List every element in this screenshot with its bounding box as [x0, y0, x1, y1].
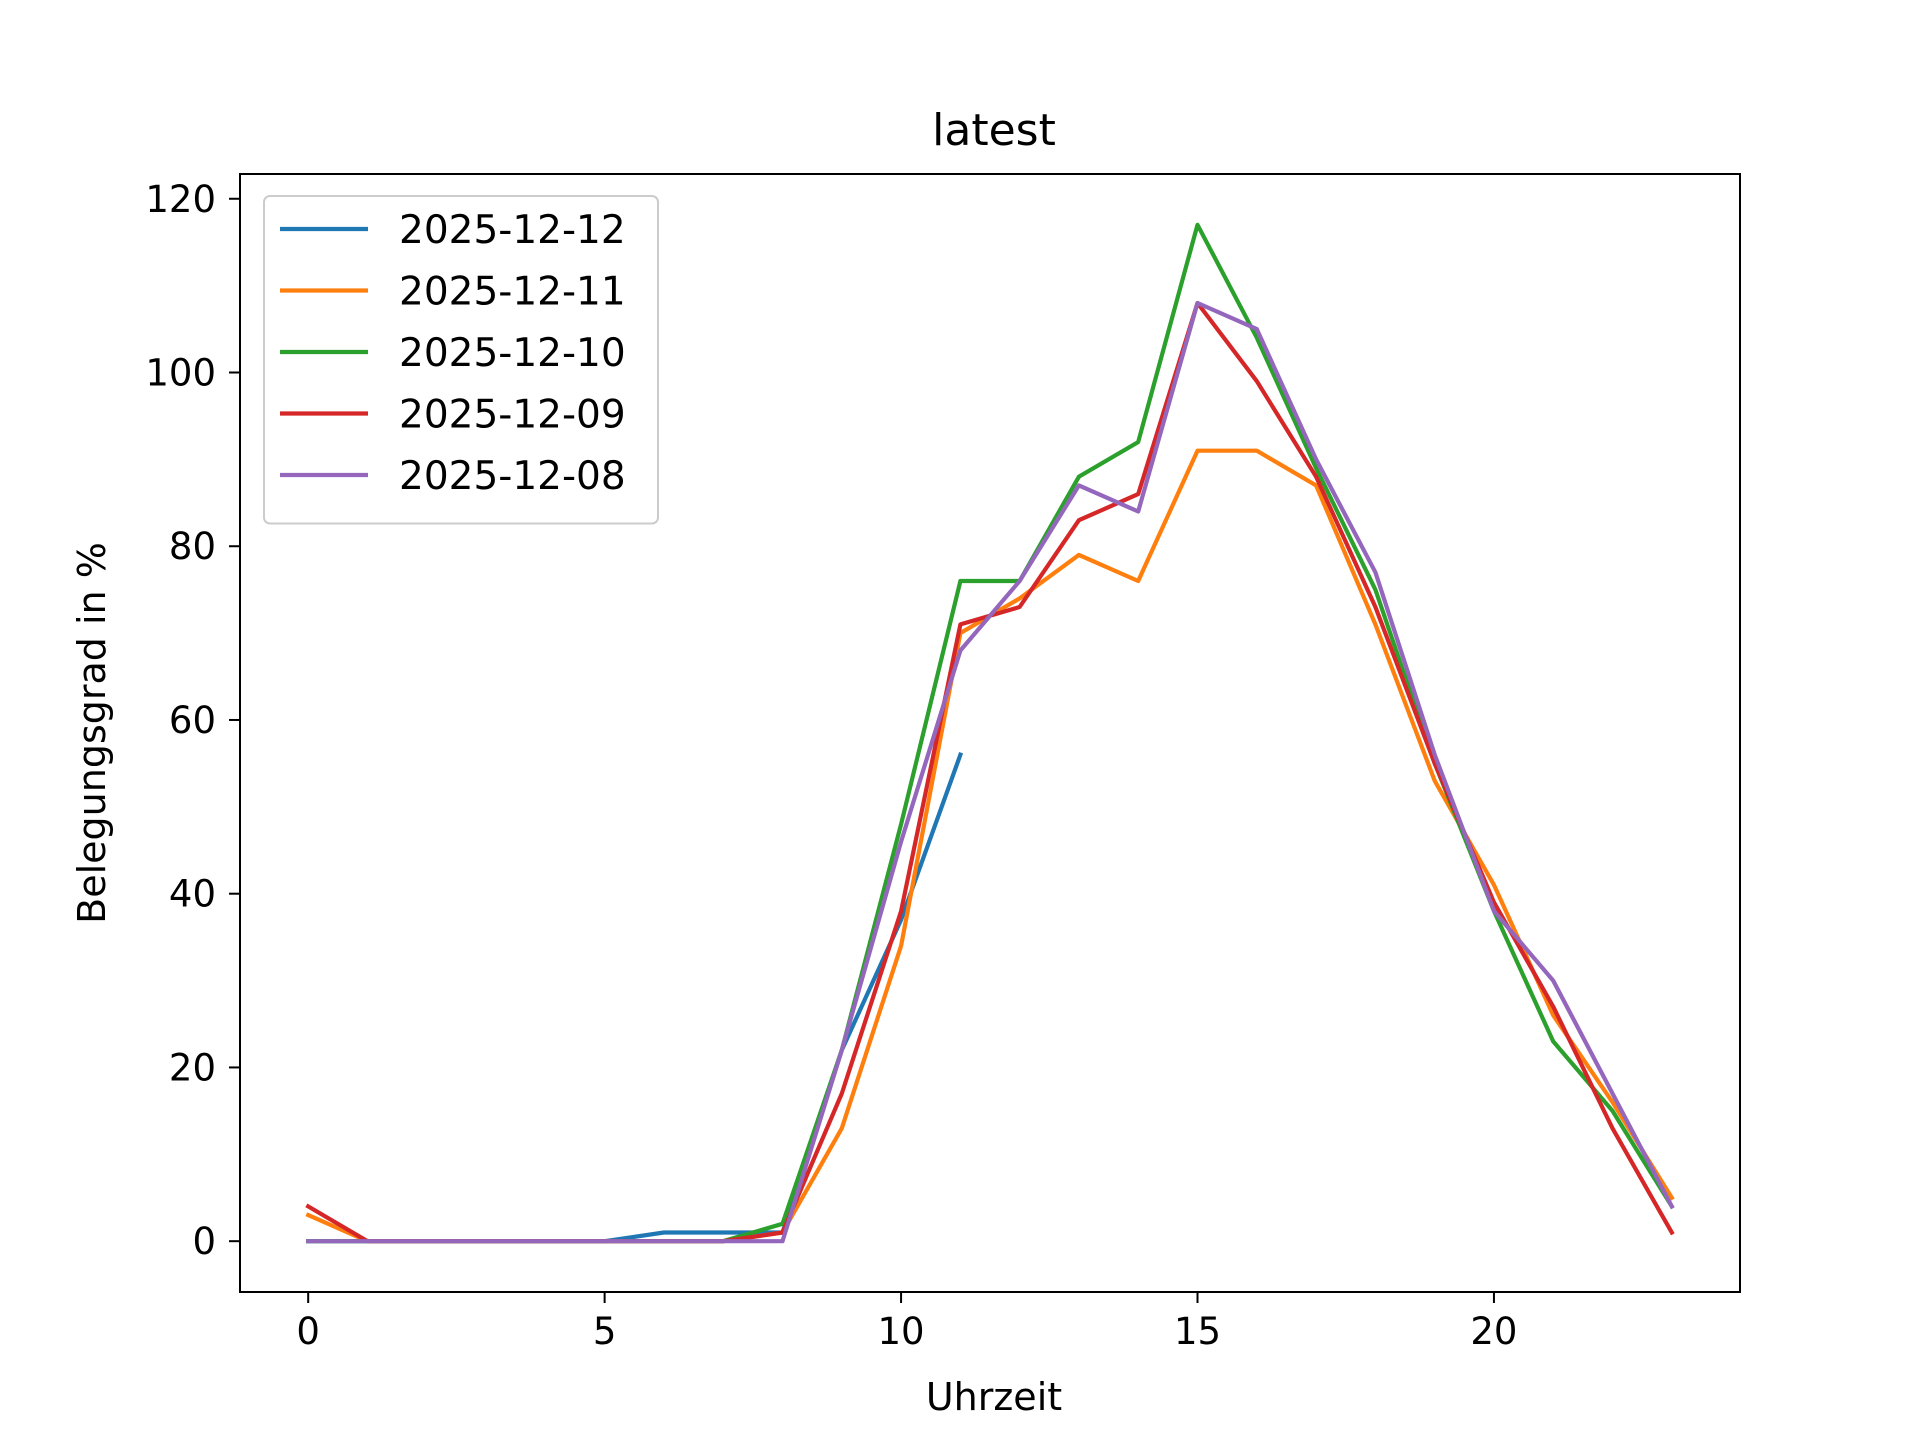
legend-label-2025-12-08: 2025-12-08 — [399, 454, 626, 499]
x-tick-label: 15 — [1174, 1310, 1221, 1353]
y-tick-label: 20 — [169, 1046, 216, 1089]
legend-label-2025-12-09: 2025-12-09 — [399, 393, 626, 438]
x-tick-label: 5 — [593, 1310, 617, 1353]
chart-title: latest — [932, 105, 1056, 156]
y-tick-label: 0 — [192, 1220, 216, 1263]
y-axis-label: Belegungsgrad in % — [70, 542, 114, 924]
series-line-2025-12-08 — [306, 300, 1675, 1244]
x-axis-label: Uhrzeit — [926, 1375, 1062, 1419]
plot-frame — [239, 173, 1741, 1293]
legend: 2025-12-12 2025-12-11 2025-12-10 2025-12-09… — [263, 195, 659, 525]
legend-label-2025-12-11: 2025-12-11 — [399, 270, 626, 315]
legend-label-2025-12-12: 2025-12-12 — [399, 208, 626, 253]
y-tick-label: 100 — [145, 351, 216, 394]
legend-label-2025-12-10: 2025-12-10 — [399, 331, 626, 376]
y-tick-label: 120 — [145, 178, 216, 221]
y-tick-label: 40 — [169, 873, 216, 916]
x-tick-label: 20 — [1470, 1310, 1517, 1353]
x-tick-label: 10 — [878, 1310, 925, 1353]
y-axis-ticks: 0 20 40 60 80 100 120 — [145, 178, 240, 1263]
legend-frame — [263, 195, 659, 525]
x-axis-ticks: 0 5 10 15 20 — [296, 1292, 1517, 1353]
series-layer — [305, 222, 1675, 1244]
y-tick-label: 80 — [169, 525, 216, 568]
y-tick-label: 60 — [169, 699, 216, 742]
x-tick-label: 0 — [296, 1310, 320, 1353]
